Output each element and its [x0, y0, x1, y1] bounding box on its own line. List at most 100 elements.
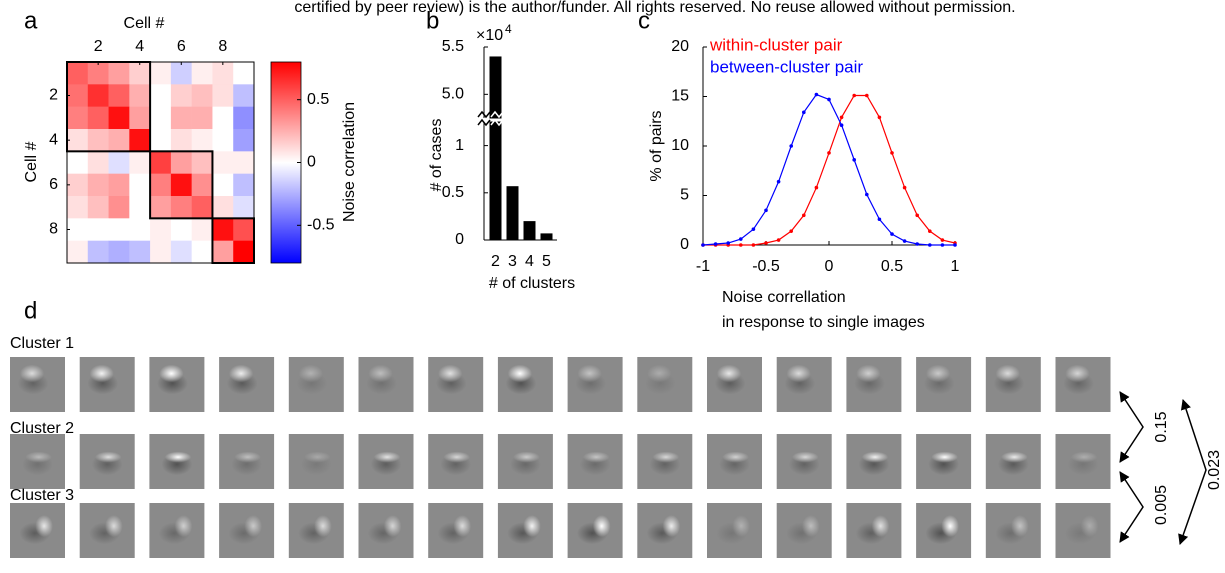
image-light-blob — [384, 515, 402, 537]
heatmap-cell — [129, 174, 150, 197]
colorbar-tick-label: -0.5 — [307, 217, 335, 234]
cluster-image — [359, 357, 414, 412]
image-light-blob — [787, 365, 811, 383]
x-axis-label: in response to single images — [722, 314, 925, 331]
image-light-blob — [438, 365, 462, 383]
heatmap-cell — [109, 218, 130, 241]
cluster-image — [219, 434, 274, 489]
bar — [524, 221, 536, 240]
cluster-image — [149, 357, 204, 412]
heatmap-cell — [171, 151, 192, 174]
heatmap-cell — [150, 84, 171, 107]
image-light-blob — [663, 515, 681, 537]
y-tick-label: 4 — [49, 131, 58, 148]
heatmap-cell — [192, 84, 213, 107]
colorbar — [271, 62, 301, 263]
heatmap-cell — [88, 62, 109, 85]
image-light-blob — [304, 452, 330, 463]
heatmap-cell — [233, 151, 254, 174]
image-light-blob — [647, 365, 671, 383]
colorbar-tick-label: 0.5 — [307, 91, 329, 108]
legend-entry: between-cluster pair — [710, 57, 863, 76]
heatmap-cell — [150, 174, 171, 197]
cluster-image — [637, 357, 692, 412]
cluster-image — [10, 434, 65, 489]
image-light-blob — [175, 515, 193, 537]
image-light-blob — [1081, 515, 1099, 537]
cluster-image — [707, 503, 762, 558]
cluster-image — [80, 503, 135, 558]
comparison-arrow — [1120, 472, 1143, 542]
heatmap-cell — [150, 62, 171, 85]
series-point — [852, 158, 856, 162]
heatmap-cell — [150, 196, 171, 219]
header-text: certified by peer review) is the author/… — [294, 0, 1015, 16]
image-light-blob — [508, 365, 532, 383]
image-light-blob — [444, 452, 470, 463]
heatmap-cell — [171, 241, 192, 264]
heatmap-cell — [67, 174, 88, 197]
heatmap-cell — [88, 218, 109, 241]
heatmap-cell — [88, 107, 109, 130]
heatmap-cell — [109, 107, 130, 130]
colorbar-label: Noise correlation — [341, 102, 358, 222]
series-point — [840, 123, 844, 127]
image-light-blob — [513, 452, 539, 463]
cluster-image — [219, 503, 274, 558]
heatmap-cell — [192, 196, 213, 219]
x-tick-label: 0 — [825, 258, 834, 275]
cluster-image — [777, 434, 832, 489]
bar — [507, 186, 519, 240]
heatmap-cell — [129, 84, 150, 107]
image-light-blob — [996, 365, 1020, 383]
image-light-blob — [90, 365, 114, 383]
image-light-blob — [792, 452, 818, 463]
heatmap-cell — [150, 241, 171, 264]
cluster-image — [80, 434, 135, 489]
y-tick-label: 5.0 — [442, 86, 464, 103]
image-light-blob — [732, 515, 750, 537]
series-point — [827, 151, 831, 155]
x-tick-label: 6 — [177, 38, 186, 55]
series-point — [802, 214, 806, 218]
cluster-image — [149, 434, 204, 489]
cluster-image — [777, 503, 832, 558]
x-tick-label: 4 — [135, 38, 144, 55]
x-tick-label: 8 — [218, 38, 227, 55]
cluster-image — [10, 357, 65, 412]
row-label: Cluster 3 — [10, 487, 74, 504]
cluster-image — [289, 357, 344, 412]
heatmap-cell — [129, 241, 150, 264]
heatmap-cell — [109, 84, 130, 107]
heatmap-cell — [88, 151, 109, 174]
heatmap-cell — [233, 107, 254, 130]
heatmap-cell — [212, 196, 233, 219]
series-point — [789, 144, 793, 148]
series-point — [739, 237, 743, 241]
heatmap-cell — [67, 107, 88, 130]
comparison-arrow — [1120, 392, 1143, 462]
cluster-image — [916, 503, 971, 558]
series-point — [815, 186, 819, 190]
bar — [490, 56, 502, 240]
cluster-image — [916, 434, 971, 489]
heatmap-cell — [212, 174, 233, 197]
series-point — [878, 217, 882, 221]
cluster-image — [80, 357, 135, 412]
y-tick-label: 8 — [49, 221, 58, 238]
cluster-image — [289, 503, 344, 558]
y-multiplier: ×10 — [476, 27, 503, 44]
heatmap-cell — [212, 84, 233, 107]
image-light-blob — [523, 515, 541, 537]
series-point — [865, 193, 869, 197]
cluster-image — [637, 434, 692, 489]
y-axis-label: # of cases — [428, 119, 445, 192]
y-tick-label: 15 — [671, 88, 689, 105]
series-point — [739, 243, 743, 247]
x-tick-label: 3 — [508, 253, 517, 270]
series-point — [915, 242, 919, 246]
cluster-image — [359, 434, 414, 489]
series-point — [903, 186, 907, 190]
colorbar-tick-label: 0 — [307, 154, 316, 171]
heatmap-cell — [150, 218, 171, 241]
